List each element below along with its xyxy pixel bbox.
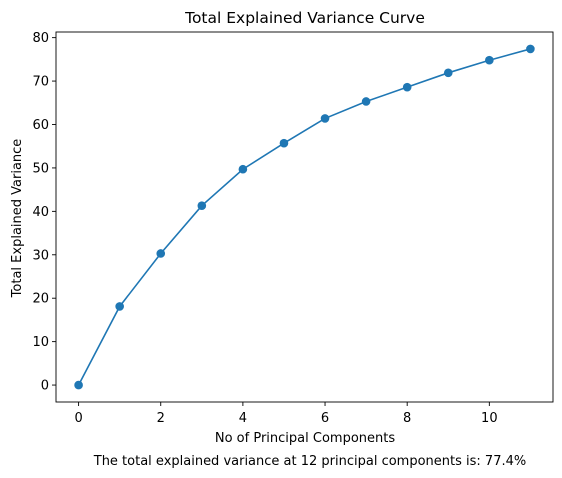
y-tick-label: 70 <box>32 75 49 90</box>
data-point <box>361 97 371 106</box>
y-tick-label: 80 <box>32 31 49 46</box>
data-point <box>402 82 412 92</box>
variance-caption: The total explained variance at 12 princ… <box>93 454 526 469</box>
y-tick-label: 30 <box>32 248 49 263</box>
y-axis-label: Total Explained Variance <box>10 139 25 299</box>
y-tick-label: 0 <box>41 379 49 394</box>
x-tick-label: 0 <box>74 411 82 426</box>
data-point <box>443 68 453 78</box>
plot-area: 0 2 4 6 8 10 0 10 20 30 40 50 60 70 80 <box>32 31 554 426</box>
x-axis-label: No of Principal Components <box>215 431 395 446</box>
chart-title: Total Explained Variance Curve <box>184 9 425 27</box>
data-point <box>485 55 494 65</box>
x-tick-label: 8 <box>403 411 411 426</box>
data-point <box>115 302 124 311</box>
data-point <box>238 164 248 174</box>
y-tick-label: 20 <box>32 292 49 307</box>
x-tick-label: 10 <box>481 411 498 426</box>
x-tick-label: 6 <box>321 411 329 426</box>
y-tick-label: 60 <box>32 118 49 133</box>
data-point <box>197 201 207 211</box>
x-tick-label: 2 <box>157 411 165 426</box>
y-tick-label: 40 <box>32 205 49 220</box>
data-point <box>156 249 166 258</box>
x-tick-label: 4 <box>239 411 247 426</box>
data-point <box>526 44 535 54</box>
y-tick-label: 10 <box>32 335 49 350</box>
data-point <box>320 114 330 123</box>
series-line <box>77 48 531 386</box>
y-tick-label: 50 <box>32 161 49 176</box>
data-point <box>74 380 83 390</box>
data-point <box>279 138 289 148</box>
axes-frame <box>55 31 554 403</box>
